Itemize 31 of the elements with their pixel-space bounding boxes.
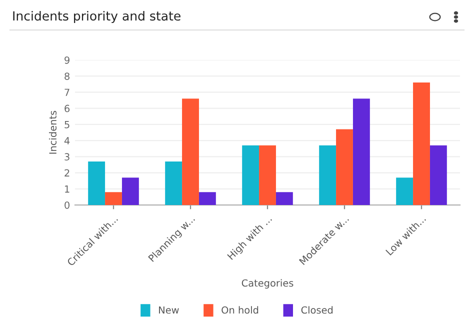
y-tick-label: 3 [64,153,70,160]
bar [396,178,414,205]
y-tick-label: 2 [64,169,70,176]
bar [242,145,260,205]
y-tick-label: 8 [64,72,70,80]
y-tick-label: 6 [64,104,70,112]
legend-label: New [159,306,179,314]
bar [88,162,106,205]
y-tick-label: 0 [64,201,70,209]
chart-title: Incidents priority and state [13,10,180,24]
y-tick-label: 4 [64,137,70,144]
y-tick-label: 1 [65,185,70,193]
bar [198,192,216,205]
y-tick-label: 9 [64,56,70,64]
bar [165,162,182,205]
bar [430,145,447,205]
bar [182,98,199,205]
x-axis-title: Categories [242,279,294,289]
legend-label: On hold [222,306,258,314]
bar [122,178,139,205]
legend-label: Closed [301,306,333,314]
bar [336,129,353,205]
y-axis-title: Incidents [48,110,57,154]
bar [319,145,336,205]
bar [105,192,122,205]
bar [413,82,430,205]
y-tick-label: 5 [64,121,70,128]
bar [352,98,370,205]
bar [276,192,293,205]
y-tick-label: 7 [64,88,70,96]
bar [259,145,276,205]
